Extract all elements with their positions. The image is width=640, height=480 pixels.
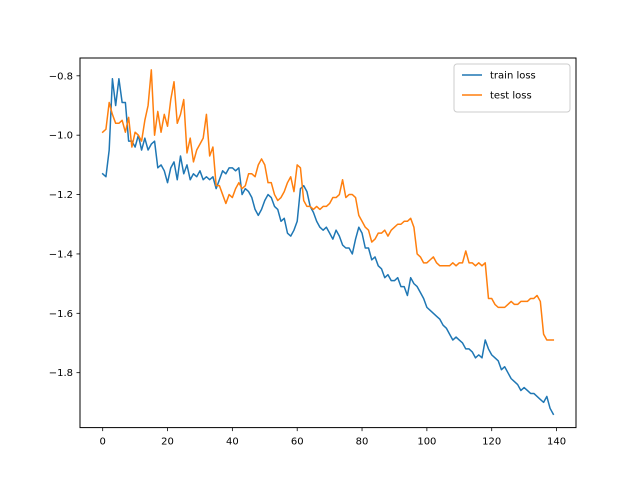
- legend: train loss test loss: [453, 63, 571, 113]
- x-tick-label: 20: [161, 437, 174, 448]
- x-axis: 0 20 40 60 80 100 120 140: [100, 427, 566, 448]
- series-line-train-loss: [101, 78, 555, 416]
- legend-box: [453, 63, 571, 113]
- y-tick-label: −1.6: [49, 309, 73, 320]
- series-line-test-loss: [101, 69, 555, 341]
- y-tick-label: −0.8: [49, 71, 73, 82]
- x-tick-label: 80: [356, 437, 369, 448]
- legend-label: train loss: [490, 71, 536, 82]
- x-tick-label: 60: [291, 437, 304, 448]
- x-tick-label: 40: [226, 437, 239, 448]
- series-lines: [101, 69, 555, 416]
- axes-frame: [79, 57, 577, 429]
- x-tick-label: 140: [547, 437, 566, 448]
- y-tick-label: −1.0: [49, 131, 73, 142]
- x-tick-label: 120: [482, 437, 501, 448]
- y-tick-label: −1.2: [49, 190, 73, 201]
- legend-label: test loss: [490, 91, 532, 102]
- y-axis: −0.8 −1.0 −1.2 −1.4 −1.6 −1.8: [49, 71, 80, 379]
- x-tick-label: 0: [100, 437, 106, 448]
- y-tick-label: −1.4: [49, 249, 73, 260]
- x-tick-label: 100: [417, 437, 436, 448]
- y-tick-label: −1.8: [49, 368, 73, 379]
